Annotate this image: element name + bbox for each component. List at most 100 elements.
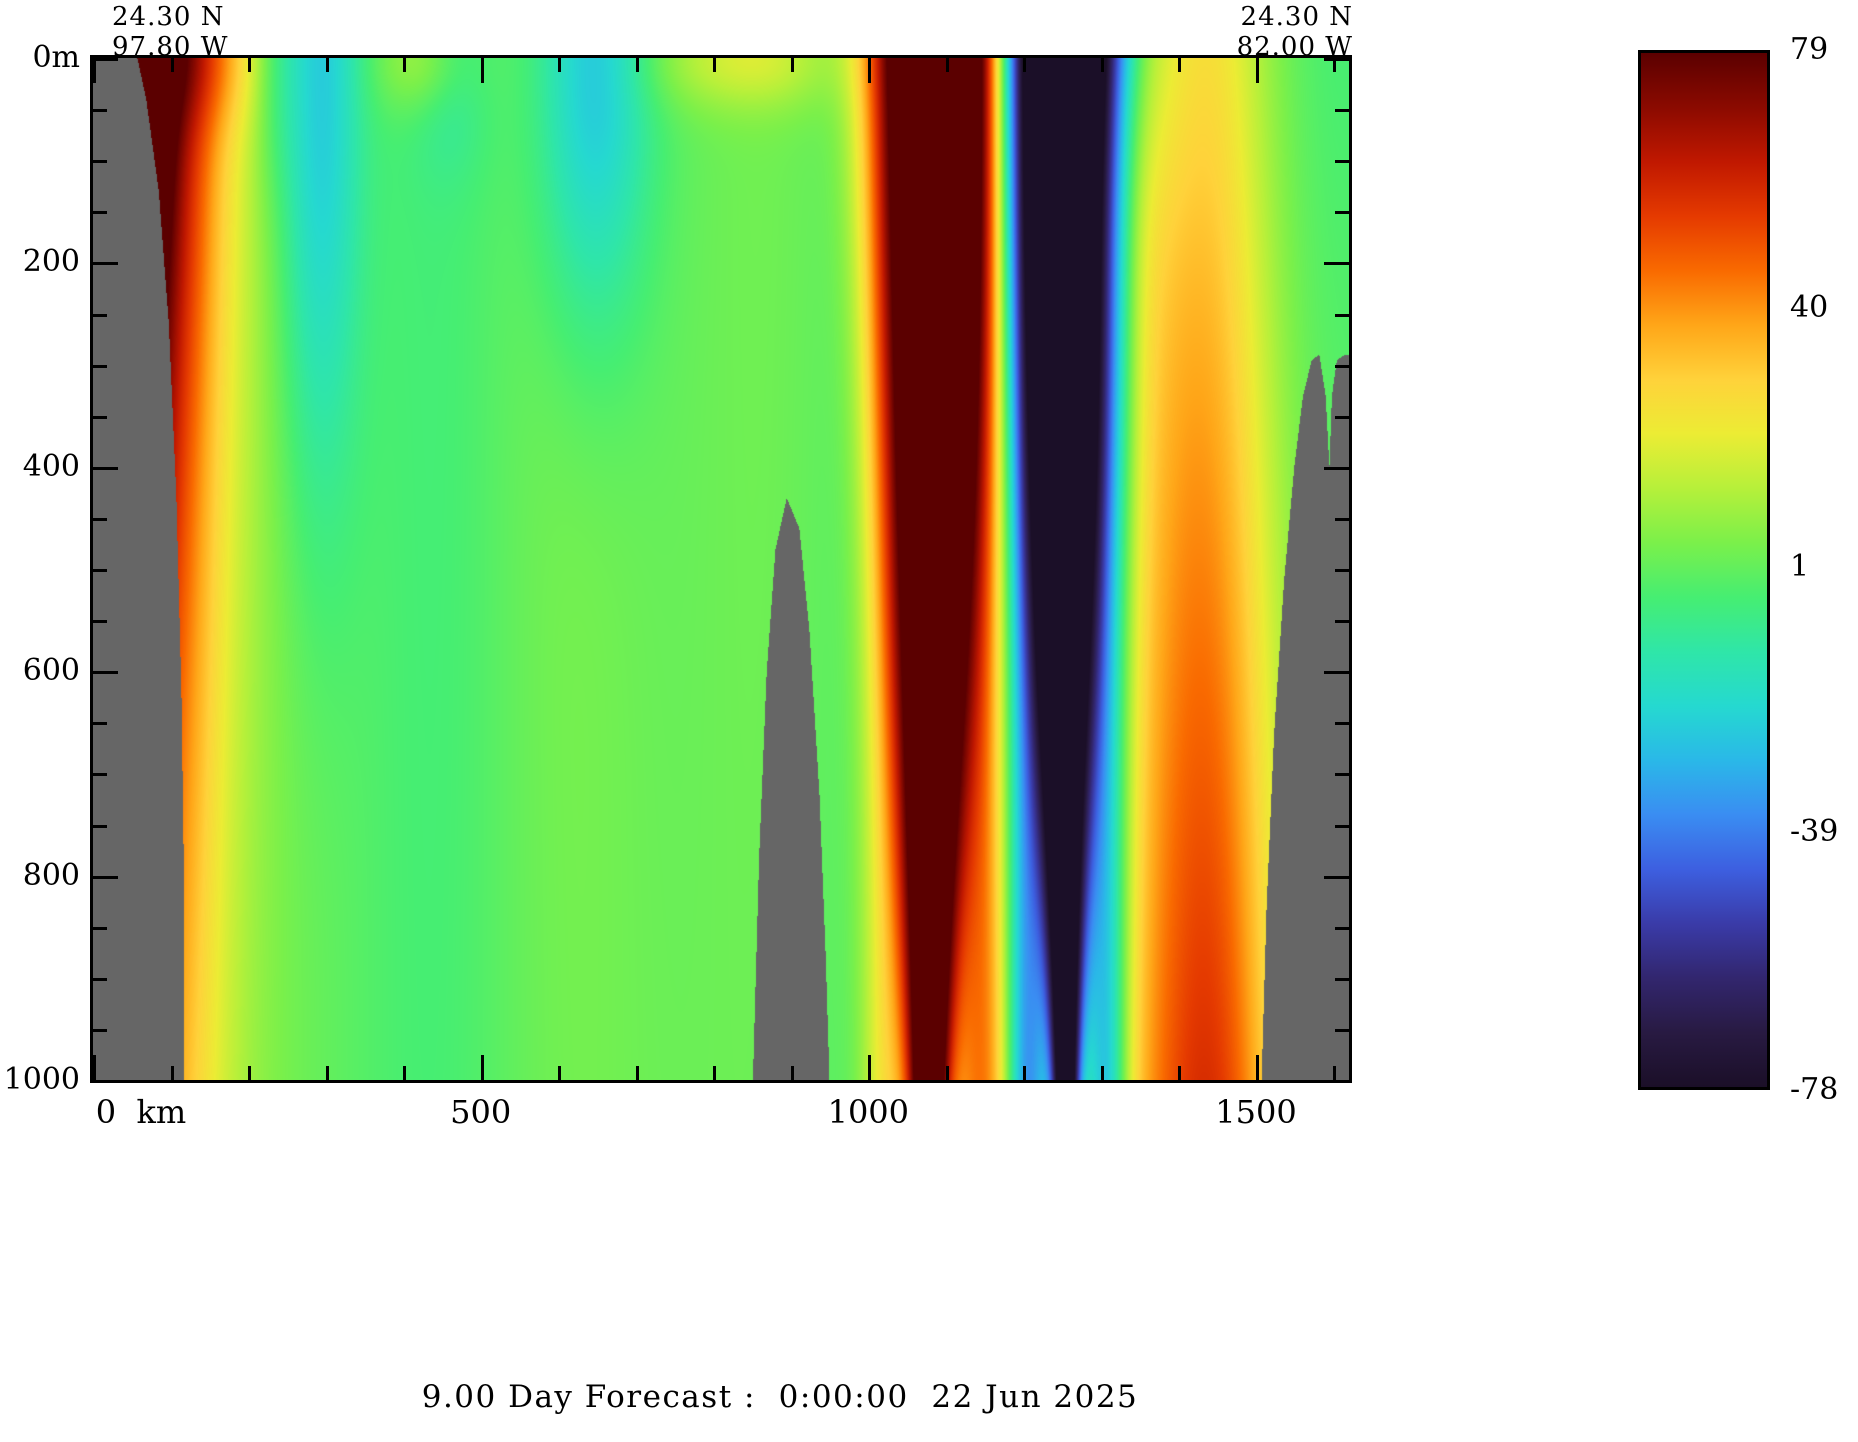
- axis-tick: [171, 1066, 174, 1080]
- axis-tick: [1335, 722, 1349, 725]
- colorbar-tick-label: 79: [1790, 32, 1829, 67]
- axis-tick: [1335, 211, 1349, 214]
- colorbar: [1638, 50, 1770, 1090]
- colorbar-tick-label: -78: [1790, 1072, 1839, 1107]
- axis-tick: [791, 1066, 794, 1080]
- axis-tick: [93, 620, 107, 623]
- y-axis-tick-label: 800: [22, 857, 80, 893]
- y-axis-tick-label: 200: [22, 244, 80, 280]
- axis-tick: [1335, 314, 1349, 317]
- axis-tick: [1256, 58, 1259, 83]
- axis-tick: [403, 1066, 406, 1080]
- axis-tick: [93, 978, 107, 981]
- axis-tick: [1335, 416, 1349, 419]
- axis-tick: [93, 773, 107, 776]
- axis-tick: [1335, 620, 1349, 623]
- axis-tick: [93, 467, 118, 470]
- x-axis-tick-label: 500: [450, 1093, 512, 1131]
- axis-tick: [1335, 927, 1349, 930]
- axis-tick: [93, 314, 107, 317]
- axis-tick: [93, 262, 118, 265]
- colorbar-tick-label: 1: [1790, 548, 1810, 584]
- axis-tick: [1101, 1066, 1104, 1080]
- axis-tick: [326, 1066, 329, 1080]
- axis-tick: [1333, 58, 1336, 72]
- axis-tick: [1324, 467, 1349, 470]
- axis-tick: [1333, 1066, 1336, 1080]
- y-axis-tick-label: 0m: [32, 40, 80, 75]
- axis-tick: [713, 58, 716, 72]
- axis-tick: [1335, 160, 1349, 163]
- axis-tick: [93, 1029, 107, 1032]
- axis-tick: [93, 58, 118, 61]
- axis-tick: [1335, 518, 1349, 521]
- axis-tick: [248, 1066, 251, 1080]
- axis-tick: [93, 211, 107, 214]
- axis-tick: [93, 518, 107, 521]
- axis-tick: [1324, 262, 1349, 265]
- axis-tick: [1023, 1066, 1026, 1080]
- axis-tick: [1324, 671, 1349, 674]
- axis-tick: [93, 365, 107, 368]
- axis-tick: [1256, 1055, 1259, 1080]
- forecast-caption: 9.00 Day Forecast : 0:00:00 22 Jun 2025: [421, 1379, 1139, 1415]
- axis-tick: [636, 1066, 639, 1080]
- y-axis-tick-label: 600: [22, 653, 80, 689]
- axis-tick: [93, 160, 107, 163]
- y-axis-tick-label: 400: [22, 448, 80, 484]
- axis-tick: [93, 58, 96, 83]
- axis-tick: [1178, 58, 1181, 72]
- axis-tick: [558, 58, 561, 72]
- x-axis-tick-label: 1500: [1215, 1093, 1297, 1131]
- heatmap-canvas: [93, 58, 1349, 1080]
- axis-tick: [93, 569, 107, 572]
- axis-tick: [1335, 978, 1349, 981]
- axis-tick: [403, 58, 406, 72]
- axis-tick: [946, 1066, 949, 1080]
- colorbar-tick-label: -39: [1790, 813, 1839, 849]
- axis-tick: [1335, 773, 1349, 776]
- axis-tick: [248, 58, 251, 72]
- axis-tick: [481, 1055, 484, 1080]
- axis-tick: [326, 58, 329, 72]
- axis-tick: [93, 109, 107, 112]
- axis-tick: [713, 1066, 716, 1080]
- section-start-latitude: 24.30 N: [112, 2, 225, 32]
- axis-tick: [1324, 876, 1349, 879]
- axis-tick: [636, 58, 639, 72]
- axis-tick: [1324, 58, 1349, 61]
- colorbar-gradient: [1638, 50, 1770, 1090]
- y-axis-tick-label: 1000: [3, 1062, 80, 1097]
- axis-tick: [93, 927, 107, 930]
- axis-tick: [171, 58, 174, 72]
- axis-tick: [93, 416, 107, 419]
- section-start-coordinates: 24.30 N 97.80 W: [112, 2, 228, 62]
- axis-tick: [1335, 1029, 1349, 1032]
- axis-tick: [946, 58, 949, 72]
- axis-tick: [1023, 58, 1026, 72]
- axis-tick: [93, 671, 118, 674]
- axis-tick: [1178, 1066, 1181, 1080]
- axis-tick: [868, 1055, 871, 1080]
- section-end-latitude: 24.30 N: [1240, 2, 1353, 32]
- axis-tick: [93, 722, 107, 725]
- section-end-coordinates: 24.30 N 82.00 W: [1237, 2, 1353, 62]
- axis-tick: [92, 1080, 118, 1083]
- axis-tick: [558, 1066, 561, 1080]
- x-axis-tick-label: 1000: [827, 1093, 910, 1131]
- x-axis-tick-label: 0 km: [95, 1093, 187, 1131]
- axis-tick: [93, 876, 118, 879]
- axis-tick: [791, 58, 794, 72]
- colorbar-tick-label: 40: [1790, 290, 1829, 326]
- axis-tick: [868, 58, 871, 83]
- axis-tick: [1335, 825, 1349, 828]
- axis-tick: [93, 1055, 96, 1080]
- axis-tick: [1335, 109, 1349, 112]
- axis-tick: [1101, 58, 1104, 72]
- axis-tick: [481, 58, 484, 83]
- cross-section-plot-area: [90, 55, 1352, 1083]
- axis-tick: [1324, 1080, 1350, 1083]
- axis-tick: [93, 825, 107, 828]
- axis-tick: [1335, 365, 1349, 368]
